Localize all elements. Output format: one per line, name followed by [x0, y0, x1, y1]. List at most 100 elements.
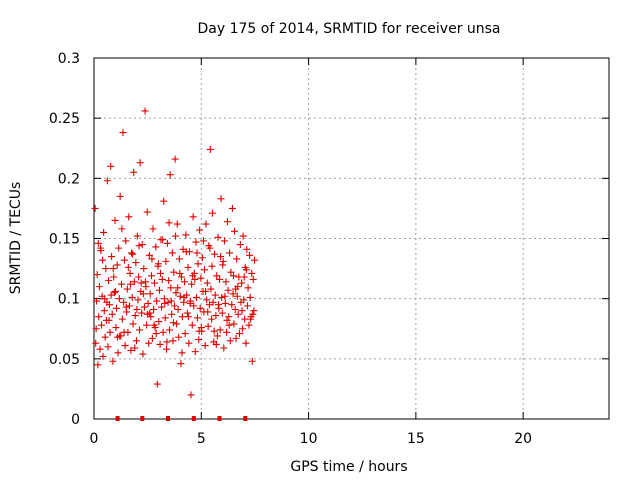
data-point: [138, 241, 146, 249]
data-point: [217, 253, 225, 261]
x-tick-label: 10: [300, 431, 318, 447]
y-tick-label: 0.3: [58, 51, 80, 67]
data-point: [130, 278, 138, 286]
data-point: [93, 271, 101, 279]
y-tick-label: 0.15: [49, 232, 80, 248]
data-point: [131, 312, 139, 320]
data-point: [119, 129, 127, 137]
data-point: [154, 260, 162, 268]
data-point: [221, 299, 229, 307]
data-point: [157, 269, 165, 277]
data-point: [120, 328, 128, 336]
data-point: [173, 320, 181, 328]
data-point: [193, 249, 201, 257]
data-point: [128, 293, 136, 301]
data-point: [135, 326, 143, 334]
data-point: [164, 298, 172, 306]
data-point: [102, 265, 110, 273]
data-point: [233, 255, 241, 263]
data-point: [140, 265, 148, 273]
data-point: [188, 321, 196, 329]
y-tick-labels: 0 0.05 0.1 0.15 0.2 0.25 0.3: [49, 51, 80, 428]
data-point: [206, 145, 214, 153]
data-point: [171, 155, 179, 163]
data-point: [212, 312, 220, 320]
data-point: [124, 263, 132, 271]
zero-marker: [191, 416, 196, 421]
data-point: [116, 192, 124, 200]
data-point: [242, 339, 250, 347]
data-point: [128, 249, 136, 257]
data-point: [212, 340, 220, 348]
data-point: [220, 237, 228, 245]
data-point: [208, 262, 216, 270]
data-point: [214, 301, 222, 309]
data-point: [163, 345, 171, 353]
data-point: [202, 220, 210, 228]
data-point: [169, 319, 177, 327]
data-point: [116, 332, 124, 340]
data-point: [231, 227, 239, 235]
data-point: [167, 284, 175, 292]
data-point: [245, 321, 253, 329]
data-point: [129, 250, 137, 258]
data-point: [138, 309, 146, 317]
data-point: [91, 204, 99, 212]
data-point: [239, 232, 247, 240]
data-point: [226, 249, 234, 257]
x-tick-label: 0: [90, 431, 99, 447]
data-point: [161, 299, 169, 307]
data-point: [170, 268, 178, 276]
data-point: [183, 309, 191, 317]
data-point: [241, 315, 249, 323]
data-point: [122, 303, 130, 311]
data-point: [109, 265, 117, 273]
data-point: [94, 361, 102, 369]
data-point: [243, 302, 251, 310]
data-point: [139, 290, 147, 298]
data-point: [175, 333, 183, 341]
data-point: [178, 349, 186, 357]
zero-marker: [140, 416, 145, 421]
data-point: [198, 254, 206, 262]
data-point: [181, 278, 189, 286]
data-point: [162, 257, 170, 265]
zero-marker: [115, 416, 120, 421]
data-point: [195, 327, 203, 335]
data-point: [103, 177, 111, 185]
data-point: [165, 277, 173, 285]
data-point: [223, 328, 231, 336]
data-point: [235, 330, 243, 338]
data-point: [155, 318, 163, 326]
data-point: [225, 321, 233, 329]
data-point: [155, 286, 163, 294]
data-point: [145, 251, 153, 259]
data-point: [213, 272, 221, 280]
y-tick-label: 0.05: [49, 352, 80, 368]
data-point: [105, 277, 113, 285]
data-point: [151, 279, 159, 287]
data-point: [120, 298, 128, 306]
data-point: [223, 218, 231, 226]
data-point: [251, 256, 259, 264]
data-point: [207, 285, 215, 293]
data-point: [246, 251, 254, 259]
data-point: [141, 107, 149, 115]
zero-marker: [217, 416, 222, 421]
data-point: [112, 324, 120, 332]
y-tick-label: 0.25: [49, 111, 80, 127]
data-point: [146, 309, 154, 317]
data-point: [136, 159, 144, 167]
data-point: [173, 220, 181, 228]
data-point: [96, 244, 104, 252]
data-point: [208, 209, 216, 217]
data-point: [127, 346, 135, 354]
data-point: [146, 290, 154, 298]
data-point: [193, 314, 201, 322]
zero-marker: [243, 416, 248, 421]
data-point: [225, 313, 233, 321]
data-point: [203, 279, 211, 287]
data-point: [194, 260, 202, 268]
data-point: [166, 171, 174, 179]
data-point: [120, 256, 128, 264]
